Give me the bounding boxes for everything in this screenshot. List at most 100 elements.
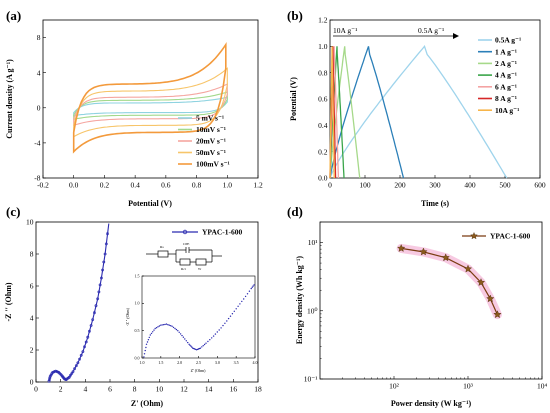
panel-a-ticks: -0.2 0.0 0.2 0.4 0.6 0.8 1.0 1.2 -8 -4 0 4 8: [34, 33, 263, 189]
inset-point: [190, 345, 192, 347]
inset-point: [233, 310, 235, 312]
ragone-star-marker: [397, 244, 406, 252]
panel-a-ytick-label: 0: [37, 103, 41, 112]
cv-curve-series-3: [73, 67, 228, 138]
nyquist-point: [93, 311, 96, 315]
panel-a-ylabel: Current density (A g⁻¹): [5, 59, 14, 139]
panel-c-inset-xtick-label: 4.0: [253, 360, 258, 365]
panel-c-ytick-label: 10: [26, 218, 34, 227]
inset-point: [161, 324, 163, 326]
nyquist-point: [70, 372, 74, 375]
panel-a-curves: [72, 42, 228, 154]
nyquist-point: [91, 318, 95, 322]
panel-b-xtick-label: 200: [394, 181, 406, 190]
panel-b-ytick-label: 1.0: [318, 42, 328, 51]
panel-c-inset-xtick-label: 1.5: [158, 360, 163, 365]
nyquist-point: [98, 283, 102, 287]
panel-c-xlabel: Z' (Ohm): [131, 399, 164, 408]
inset-point: [143, 353, 146, 355]
panel-c-inset-frame: [141, 275, 256, 359]
inset-point: [155, 327, 158, 329]
nyquist-point: [88, 329, 91, 333]
inset-point: [146, 341, 149, 343]
panel-c-curve: [47, 223, 110, 383]
panel-b-xtick-label: 0: [328, 181, 332, 190]
inset-point: [237, 305, 239, 307]
panel-b-ytick-label: 0.0: [318, 174, 328, 183]
legend-marker-d: [470, 231, 478, 240]
panel-a-xtick-label: -0.2: [37, 181, 49, 190]
nyquist-point: [76, 361, 80, 365]
nyquist-point: [74, 364, 78, 368]
gcd-curve-series-3: [329, 46, 345, 179]
panel-c-inset-xtick-label: 2.0: [177, 360, 182, 365]
inset-point: [220, 327, 222, 329]
panel-b-xtick-label: 400: [464, 181, 476, 190]
inset-point: [144, 349, 146, 352]
inset-point: [243, 298, 245, 300]
inset-point: [171, 325, 173, 327]
panel-a-xtick-label: 1.0: [223, 181, 233, 190]
inset-point: [250, 287, 252, 290]
panel-b-arrow-head: [453, 33, 459, 39]
panel-a-ytick-label: -4: [34, 139, 40, 148]
legend-marker-c: [182, 229, 188, 235]
circuit-rs: [157, 250, 169, 258]
panel-a-xtick-label: 1.2: [253, 181, 263, 190]
nyquist-point: [83, 345, 86, 349]
legend-label-b-0: 0.5A g⁻¹: [495, 36, 521, 45]
panel-d-ytick-label: 10⁰: [307, 306, 318, 315]
panel-b-annotation-right: 0.5A g⁻¹: [418, 26, 444, 35]
panel-a-xtick-label: 0.0: [69, 181, 79, 190]
panel-a-ytick-label: 8: [37, 33, 41, 42]
panel-a-xtick-label: 0.8: [192, 181, 202, 190]
panel-c-eis: (c) 0 2 4 6 8 10 12 14 16 18 0 2 4 6 8 10 YPAC-1-600 Rs…: [4, 204, 262, 408]
inset-point: [154, 327, 156, 330]
panel-c-ytick-label: 8: [30, 250, 34, 259]
panel-c-xtick-label: 8: [133, 385, 137, 394]
inset-point: [168, 324, 170, 326]
panel-b-gcd: (b) 0 100 200 300 400 500 600 0.0 0.2 0.4 0.6 0.8 1.…: [287, 8, 546, 208]
nyquist-point: [81, 350, 85, 354]
panel-a-legend: 5 mV s⁻¹ 10mV s⁻¹ 20mV s⁻¹ 50mV s⁻¹ 100mV s⁻…: [178, 114, 230, 169]
inset-point: [182, 336, 185, 338]
panel-c-inset-xtick-label: 3.5: [234, 360, 239, 365]
nyquist-point: [102, 260, 106, 264]
panel-c-frame: [35, 221, 259, 383]
legend-label-a-1: 10mV s⁻¹: [196, 125, 226, 134]
inset-point: [147, 339, 150, 341]
legend-label-a-4: 100mV s⁻¹: [196, 160, 230, 169]
panel-c-xtick-label: 0: [34, 385, 38, 394]
gcd-curve-series-6: [329, 46, 335, 179]
inset-point: [188, 343, 190, 345]
inset-point: [231, 313, 234, 315]
panel-c-inset-ytick-label: 0.5: [135, 328, 140, 333]
inset-point: [212, 335, 215, 337]
legend-label-b-1: 1 A g⁻¹: [495, 47, 517, 56]
panel-d-legend: YPAC-1-600: [462, 232, 531, 241]
nyquist-point: [84, 340, 88, 344]
panel-c-xtick-label: 16: [230, 385, 238, 394]
panel-b-ylabel: Potential (V): [289, 77, 298, 121]
panel-b-annotation: 10A g⁻¹ 0.5A g⁻¹: [333, 26, 459, 39]
inset-point: [224, 322, 226, 324]
ragone-star-marker: [419, 247, 428, 256]
inset-point: [170, 325, 172, 327]
panel-a-xtick-label: 0.6: [161, 181, 171, 190]
panel-a-xlabel: Potential (V): [128, 199, 172, 208]
inset-point: [235, 308, 237, 310]
nyquist-point: [48, 376, 52, 380]
nyquist-point: [104, 242, 108, 246]
legend-label-c: YPAC-1-600: [202, 228, 243, 237]
panel-c-xtick-label: 2: [59, 385, 63, 394]
panel-a-xtick-label: 0.4: [130, 181, 140, 190]
legend-label-a-3: 50mV s⁻¹: [196, 148, 226, 157]
inset-point: [218, 329, 220, 331]
inset-point: [214, 333, 217, 335]
inset-point: [248, 290, 251, 292]
cv-curve-series-4: [72, 42, 227, 154]
panel-c-ticks: 0 2 4 6 8 10 12 14 16 18 0 2 4 6 8 10: [26, 218, 262, 394]
inset-point: [203, 343, 206, 346]
panel-a-label: (a): [6, 8, 21, 23]
